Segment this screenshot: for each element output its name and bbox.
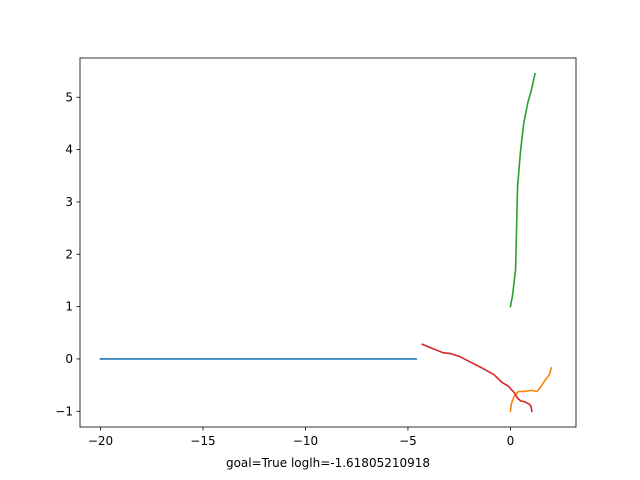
series-green-line bbox=[509, 72, 536, 308]
x-tick-label: −20 bbox=[88, 434, 113, 448]
y-tick-label: 4 bbox=[65, 143, 73, 157]
series-red-line bbox=[421, 343, 533, 413]
y-axis: −1 0 1 2 3 4 5 bbox=[55, 90, 80, 418]
x-tick-label: −10 bbox=[293, 434, 318, 448]
y-tick-label: −1 bbox=[55, 404, 73, 418]
y-tick-label: 0 bbox=[65, 352, 73, 366]
y-tick-label: 5 bbox=[65, 90, 73, 104]
plot-frame bbox=[79, 57, 577, 428]
x-tick-label: −5 bbox=[399, 434, 417, 448]
x-tick-label: 0 bbox=[507, 434, 515, 448]
y-tick-label: 3 bbox=[65, 195, 73, 209]
x-axis: −20 −15 −10 −5 0 bbox=[88, 427, 514, 448]
x-tick-label: −15 bbox=[190, 434, 215, 448]
y-tick-label: 1 bbox=[65, 300, 73, 314]
y-tick-label: 2 bbox=[65, 247, 73, 261]
plot-background bbox=[80, 58, 576, 427]
x-axis-label: goal=True loglh=-1.61805210918 bbox=[226, 456, 430, 470]
series-layer bbox=[99, 72, 553, 413]
series-orange-line bbox=[509, 366, 553, 413]
